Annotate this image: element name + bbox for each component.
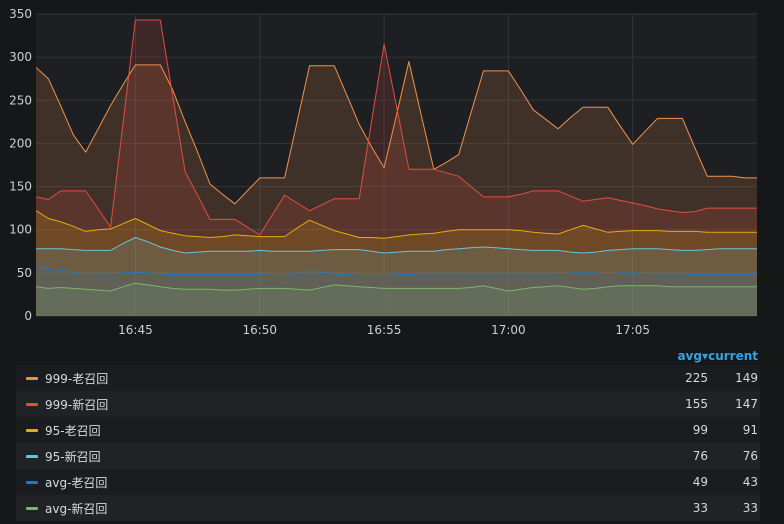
series-avg-value: 225	[685, 371, 708, 385]
series-avg-value: 49	[692, 475, 708, 489]
series-current-value: 33	[742, 501, 758, 515]
graph-panel: 0 50 100 150 200 250 300 350 16:45 16:50 16:55 17:0…	[9, 7, 757, 337]
caret-down-icon: ▾	[701, 349, 708, 363]
series-group	[36, 19, 757, 316]
legend-row[interactable]: 95-老召回 99 91	[16, 417, 760, 443]
y-tick-label: 250	[9, 93, 32, 107]
y-tick-label: 0	[24, 309, 32, 323]
x-tick-label: 16:50	[242, 323, 277, 337]
plot-background	[36, 14, 757, 316]
series-current-value: 43	[742, 475, 758, 489]
series-name[interactable]: 95-老召回	[45, 423, 101, 438]
series-area-4	[36, 266, 757, 316]
series-avg-value: 76	[692, 449, 708, 463]
series-current-value: 76	[742, 449, 758, 463]
series-line-3	[36, 237, 757, 254]
series-name[interactable]: 999-新召回	[45, 397, 109, 412]
x-tick-label: 16:45	[118, 323, 153, 337]
series-color-swatch[interactable]	[26, 428, 38, 432]
series-area-5	[36, 283, 757, 316]
series-name[interactable]: avg-老召回	[45, 475, 108, 490]
series-name[interactable]: 95-新召回	[45, 449, 101, 464]
series-line-5	[36, 282, 757, 292]
series-current-value: 149	[735, 371, 758, 385]
x-tick-label: 17:05	[615, 323, 650, 337]
y-tick-label: 150	[9, 180, 32, 194]
avg-sort-header[interactable]: avg▾	[668, 349, 708, 363]
legend-row[interactable]: 999-新召回 155 147	[16, 391, 760, 417]
series-color-swatch[interactable]	[26, 402, 38, 406]
series-line-2	[36, 210, 757, 239]
avg-header-label: avg	[677, 349, 702, 363]
y-tick-label: 350	[9, 7, 32, 21]
y-tick-label: 200	[9, 136, 32, 150]
x-tick-label: 17:00	[491, 323, 526, 337]
y-tick-label: 50	[17, 266, 32, 280]
series-line-4	[36, 266, 757, 276]
legend-row[interactable]: avg-老召回 49 43	[16, 469, 760, 495]
series-color-swatch[interactable]	[26, 506, 38, 510]
series-current-value: 147	[735, 397, 758, 411]
series-avg-value: 99	[692, 423, 708, 437]
series-avg-value: 155	[685, 397, 708, 411]
series-area-3	[36, 237, 757, 316]
series-color-swatch[interactable]	[26, 376, 38, 380]
y-tick-label: 100	[9, 223, 32, 237]
legend-rows: 999-老召回 225 149 999-新召回 155 147 95-老召回 99 91 95-新…	[16, 365, 760, 521]
series-color-swatch[interactable]	[26, 454, 38, 458]
current-header[interactable]: current	[708, 349, 758, 363]
y-tick-label: 300	[9, 50, 32, 64]
series-line-1	[36, 19, 757, 236]
legend-row[interactable]: 95-新召回 76 76	[16, 443, 760, 469]
x-tick-label: 16:55	[367, 323, 402, 337]
series-name[interactable]: avg-新召回	[45, 501, 108, 516]
legend-table: avg▾ current 999-老召回 225 149 999-新召回 155 147 9…	[16, 347, 760, 521]
series-color-swatch[interactable]	[26, 480, 38, 484]
series-avg-value: 33	[692, 501, 708, 515]
series-area-1	[36, 20, 757, 316]
chart-plot: 0 50 100 150 200 250 300 350 16:45 16:50 16:55 17:0…	[9, 7, 757, 337]
series-line-0	[36, 61, 757, 205]
legend-row[interactable]: avg-新召回 33 33	[16, 495, 760, 521]
series-name[interactable]: 999-老召回	[45, 371, 109, 386]
series-current-value: 91	[742, 423, 758, 437]
legend-row[interactable]: 999-老召回 225 149	[16, 365, 760, 391]
legend-header: avg▾ current	[16, 347, 760, 365]
